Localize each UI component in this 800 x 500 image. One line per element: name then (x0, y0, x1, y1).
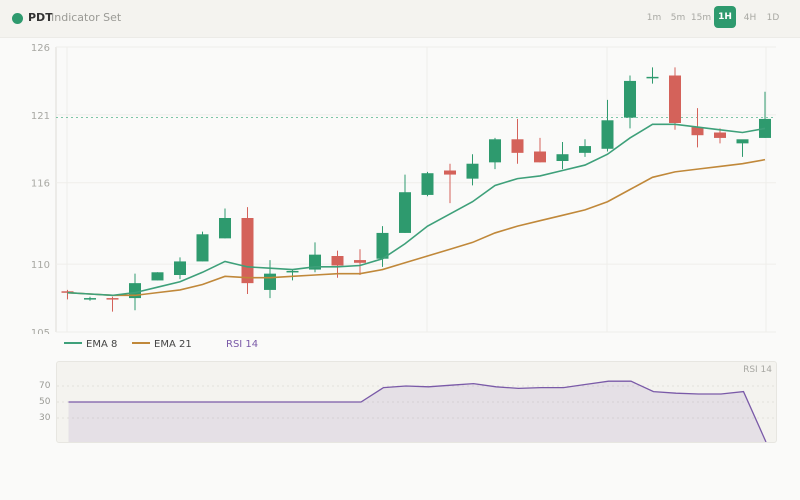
legend-ema21-swatch (132, 342, 150, 344)
legend-ema21-label: EMA 21 (154, 339, 192, 350)
y-tick-label: 110 (31, 260, 50, 271)
legend-ema8-swatch (64, 342, 82, 344)
y-tick-label: 121 (31, 111, 50, 122)
rsi-area (68, 381, 766, 442)
candle-body[interactable] (84, 298, 96, 300)
candle-body[interactable] (354, 260, 366, 263)
candle-body[interactable] (646, 76, 659, 79)
timeframe-4h[interactable]: 4H (743, 13, 757, 23)
rsi-tick-70: 70 (39, 381, 51, 391)
y-tick-label: 126 (31, 43, 50, 54)
candle-body[interactable] (736, 139, 749, 144)
candle-body[interactable] (421, 173, 434, 195)
candle-body[interactable] (241, 218, 254, 284)
candle-body[interactable] (196, 234, 209, 262)
chart-subtitle: Indicator Set (51, 11, 122, 24)
candle-body[interactable] (61, 291, 74, 293)
ema21-line (67, 158, 766, 297)
status-dot (12, 13, 23, 24)
candle-body[interactable] (309, 254, 321, 270)
candle-body[interactable] (444, 170, 456, 175)
candle-body[interactable] (624, 80, 636, 118)
candle-body[interactable] (264, 273, 276, 290)
rsi-line (68, 380, 767, 442)
candle-body[interactable] (376, 232, 389, 259)
candle-body[interactable] (106, 298, 119, 300)
legend-ema8: EMA 8 (64, 339, 117, 350)
ema8-line (67, 123, 766, 297)
price-chart[interactable]: 105 110 116 121 126 (0, 38, 800, 334)
legend-ema21: EMA 21 (132, 339, 192, 350)
symbol-label: PDT (28, 11, 53, 24)
candle-body[interactable] (399, 192, 411, 233)
candle-body[interactable] (219, 218, 231, 239)
y-tick-label: 116 (31, 179, 50, 190)
timeframe-1d[interactable]: 1D (766, 13, 780, 23)
candle-body[interactable] (714, 132, 726, 138)
rsi-chart (57, 380, 776, 442)
candle-body[interactable] (151, 272, 164, 281)
candle-body[interactable] (331, 256, 344, 266)
timeframe-1m[interactable]: 1m (646, 13, 662, 23)
rsi-tick-30: 30 (39, 413, 51, 423)
candle-body[interactable] (579, 146, 591, 153)
timeframe-15m[interactable]: 15m (690, 13, 712, 23)
header-bar: PDT Indicator Set 1m 5m 15m 1H 4H 1D (0, 0, 800, 38)
y-tick-label: 105 (31, 328, 50, 334)
candle-body[interactable] (466, 163, 479, 179)
candle-body[interactable] (691, 127, 704, 136)
candle-body[interactable] (511, 139, 524, 153)
legend-ema8-label: EMA 8 (86, 339, 118, 350)
candle-body[interactable] (174, 261, 186, 275)
legend-rsi: RSI 14 (226, 339, 258, 350)
legend-rsi-label: RSI 14 (226, 339, 259, 350)
candle-body[interactable] (556, 154, 569, 161)
timeframe-1h[interactable]: 1H (714, 6, 736, 28)
rsi-panel: RSI 14 70 50 30 (39, 361, 777, 443)
timeframe-5m[interactable]: 5m (670, 13, 686, 23)
candle-body[interactable] (286, 270, 299, 273)
candle-body[interactable] (489, 139, 501, 163)
candle-body[interactable] (601, 120, 614, 149)
candle-body[interactable] (669, 75, 681, 124)
rsi-panel-label: RSI 14 (743, 365, 772, 375)
candle-body[interactable] (534, 151, 546, 163)
rsi-tick-50: 50 (39, 397, 51, 407)
